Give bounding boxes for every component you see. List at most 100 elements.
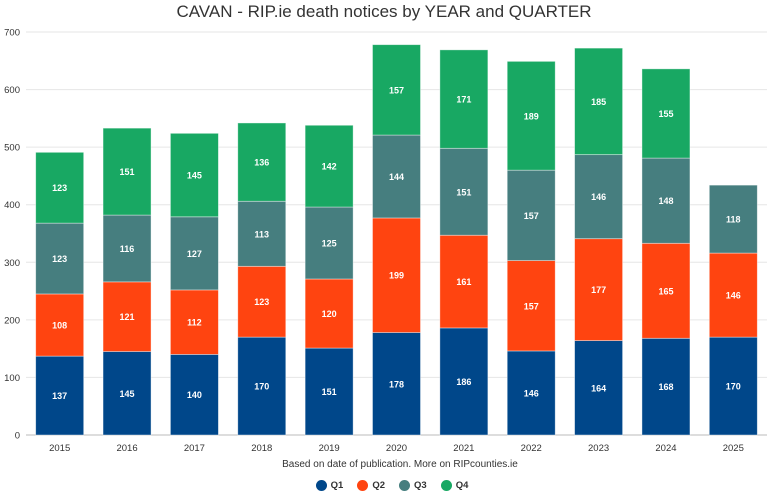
data-label: 145: [187, 171, 202, 181]
data-label: 123: [52, 254, 67, 264]
legend: Q1 Q2 Q3 Q4: [0, 480, 768, 491]
bar-segment-q4: [102, 127, 152, 216]
bar-segment-q1: [641, 337, 691, 436]
data-label: 177: [591, 285, 606, 295]
data-label: 157: [389, 85, 404, 95]
data-label: 157: [524, 211, 539, 221]
bar-segment-q3: [170, 216, 219, 291]
legend-item-q4[interactable]: Q4: [440, 480, 469, 491]
data-label: 144: [389, 172, 404, 182]
data-label: 155: [658, 109, 673, 119]
bar-segment-q1: [372, 332, 421, 436]
bar-segment-q3: [35, 222, 85, 295]
bar-segment-q4: [641, 68, 691, 159]
chart-title: CAVAN - RIP.ie death notices by YEAR and…: [176, 2, 592, 21]
bar-segment-q1: [237, 336, 287, 436]
data-label: 151: [322, 387, 337, 397]
data-label: 157: [524, 301, 539, 311]
data-label: 113: [255, 229, 270, 239]
x-tick-label: 2022: [521, 443, 542, 454]
data-label: 170: [726, 382, 741, 392]
x-tick-label: 2020: [386, 443, 407, 454]
data-label: 168: [658, 382, 673, 392]
data-label: 146: [726, 291, 741, 301]
data-label: 123: [52, 183, 67, 193]
y-tick-label: 700: [4, 28, 20, 39]
x-tick-label: 2021: [453, 443, 474, 454]
y-tick-label: 100: [4, 373, 20, 384]
data-label: 136: [254, 158, 269, 168]
x-tick-label: 2015: [49, 443, 70, 454]
data-label: 146: [591, 192, 606, 202]
data-label: 199: [389, 271, 404, 281]
legend-item-q2[interactable]: Q2: [357, 480, 385, 491]
x-tick-label: 2018: [251, 443, 272, 454]
bar-segment-q4: [574, 47, 623, 156]
x-tick-label: 2016: [116, 443, 137, 454]
data-label: 121: [120, 312, 135, 322]
bar-segment-q1: [304, 347, 354, 436]
y-tick-label: 0: [15, 431, 20, 442]
data-label: 151: [120, 167, 135, 177]
bar-segment-q2: [237, 265, 287, 338]
data-label: 127: [187, 249, 202, 259]
legend-item-q1[interactable]: Q1: [315, 480, 344, 491]
bar-segment-q2: [35, 293, 85, 357]
bar-segment-q3: [304, 206, 354, 280]
data-label: 118: [726, 215, 741, 225]
x-tick-label: 2023: [588, 443, 609, 454]
data-label: 171: [456, 95, 471, 105]
data-label: 137: [52, 391, 67, 401]
x-tick-label: 2017: [184, 443, 205, 454]
stacked-bar-chart: 0 100 200 300 400 500 600 700 2015 137 108 123 123 20…: [4, 28, 767, 454]
bar-segment-q3: [641, 157, 691, 244]
data-label: 116: [120, 244, 135, 254]
bar-segment-q2: [102, 281, 152, 352]
data-label: 178: [389, 379, 404, 389]
data-label: 125: [322, 238, 337, 248]
data-label: 151: [456, 187, 471, 197]
bar-segment-q4: [170, 132, 219, 218]
x-tick-label: 2025: [723, 443, 744, 454]
bar-segment-q3: [102, 214, 152, 283]
y-tick-label: 600: [4, 85, 20, 96]
y-tick-label: 200: [4, 315, 20, 326]
bar-segment-q1: [506, 350, 556, 436]
legend-label: Q2: [372, 480, 385, 491]
data-label: 112: [187, 318, 202, 328]
x-tick-label: 2024: [655, 443, 676, 454]
bar-segment-q4: [372, 44, 421, 136]
y-tick-label: 300: [4, 258, 20, 269]
y-tick-label: 500: [4, 143, 20, 154]
legend-label: Q1: [330, 480, 344, 491]
bar-segment-q2: [708, 252, 758, 338]
legend-marker-q2: [357, 480, 369, 491]
bar-segment-q3: [237, 200, 287, 267]
legend-marker-q3: [399, 480, 410, 491]
bar-segment-q1: [102, 351, 152, 436]
data-label: 148: [658, 196, 673, 206]
bar-segment-q2: [641, 242, 691, 339]
bar-segment-q1: [708, 336, 758, 436]
data-label: 165: [658, 286, 673, 296]
bar-segment-q2: [439, 234, 489, 329]
data-label: 189: [524, 111, 539, 121]
data-label: 142: [322, 162, 337, 172]
legend-item-q3[interactable]: Q3: [399, 480, 427, 491]
y-tick-label: 400: [4, 200, 20, 211]
chart-subtitle: Based on date of publication. More on RI…: [282, 459, 518, 470]
legend-label: Q4: [455, 480, 469, 491]
data-label: 186: [456, 377, 471, 387]
legend-marker-q4: [440, 480, 452, 491]
bar-segment-q1: [439, 327, 489, 436]
data-label: 170: [254, 382, 269, 392]
bar-segment-q4: [237, 122, 287, 202]
data-label: 185: [591, 97, 606, 107]
bar-segment-q1: [170, 353, 219, 436]
bar-segment-q4: [304, 124, 354, 208]
bar-segment-q4: [439, 49, 489, 149]
bar-segment-q2: [304, 278, 354, 349]
bar-segment-q2: [170, 289, 219, 355]
data-label: 164: [591, 383, 606, 393]
bar-segment-q3: [708, 184, 758, 254]
